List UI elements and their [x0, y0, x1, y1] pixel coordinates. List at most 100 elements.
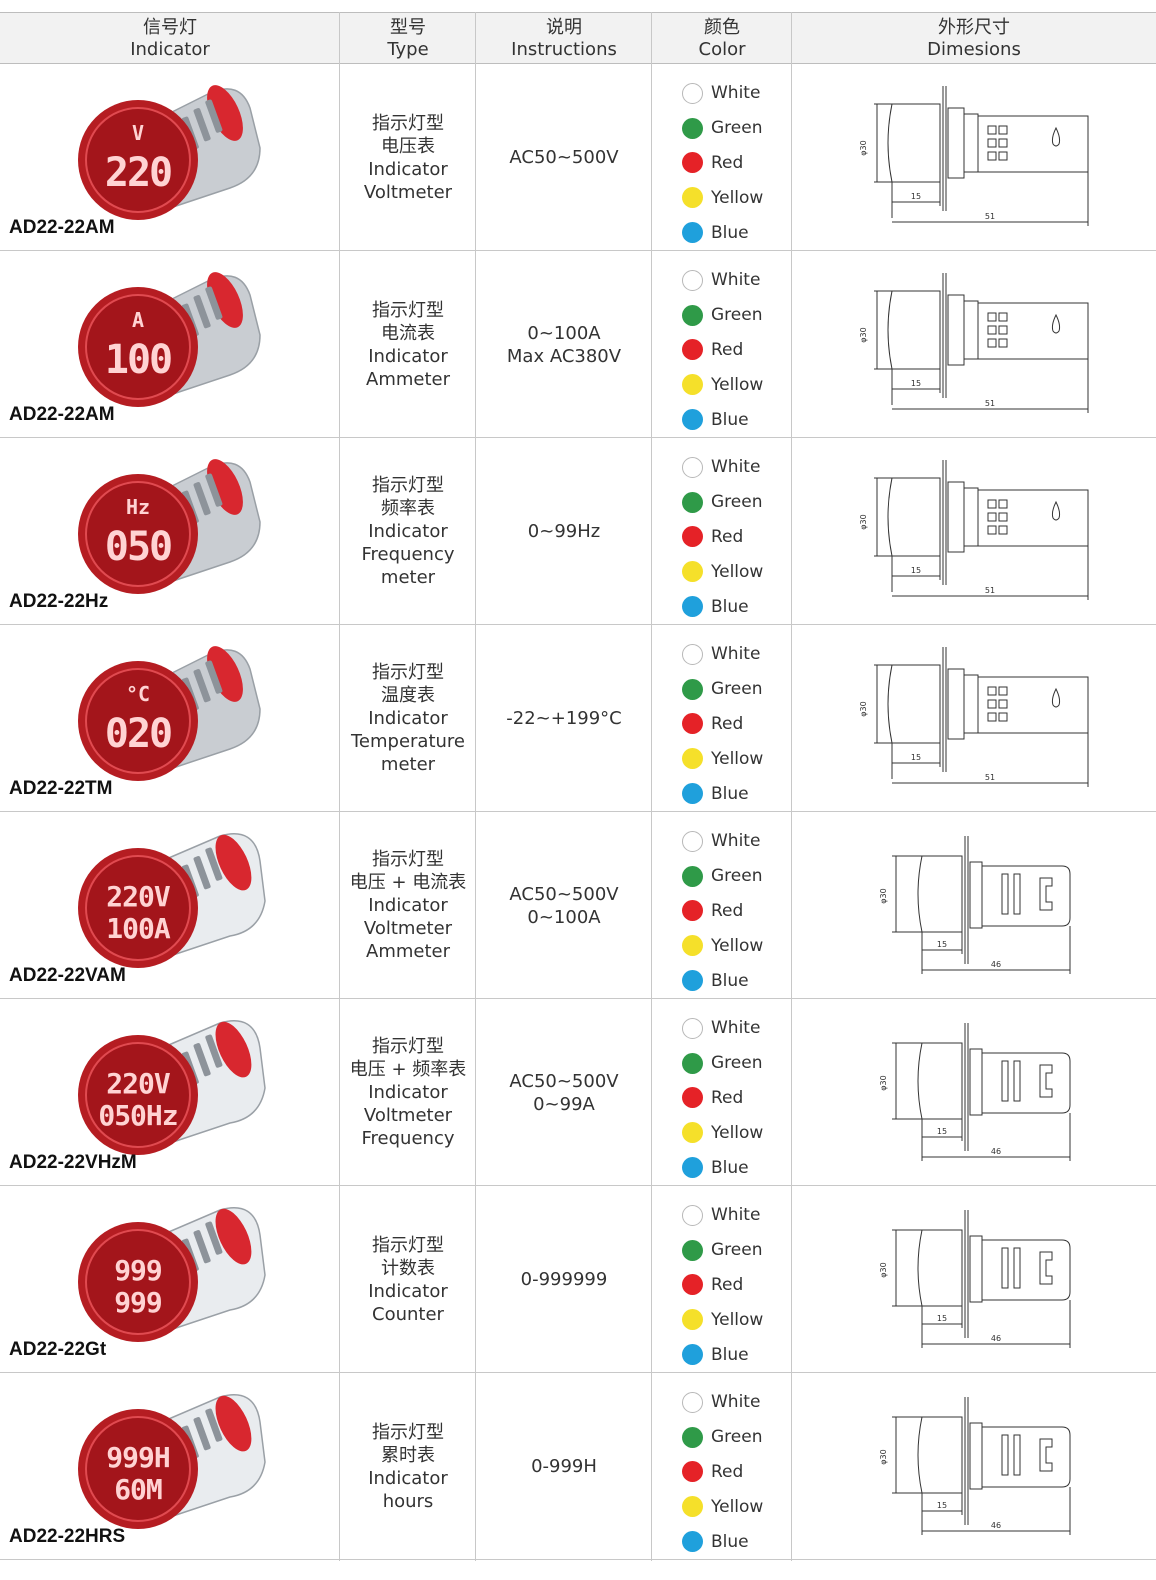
color-label: Blue: [711, 409, 749, 430]
type-line: Voltmeter: [363, 181, 453, 203]
dim-front-length: 15: [911, 379, 921, 388]
type-line: Ammeter: [366, 941, 450, 962]
display-unit: V: [132, 121, 144, 145]
terminal-ring: [207, 272, 243, 328]
color-swatch-icon: [682, 783, 703, 805]
color-option: Yellow: [682, 1115, 763, 1150]
color-swatch-icon: [682, 1426, 703, 1448]
body: [981, 1052, 1071, 1114]
color-label: Blue: [711, 1344, 749, 1365]
header-indicator: 信号灯 Indicator: [0, 13, 340, 65]
model-number: AD22-22VAM: [9, 965, 126, 986]
type-line: Frequency: [361, 1128, 455, 1149]
table-row: °C 020 AD22-22TM 指示灯型 温度表 Indicator Temperatur…: [0, 625, 1156, 812]
color-swatch-icon: [682, 935, 703, 957]
type-line: 指示灯型: [372, 1421, 444, 1443]
dimensions-cell: φ30 15 51: [792, 251, 1156, 438]
color-option: Red: [682, 146, 763, 181]
color-option: Yellow: [682, 1489, 763, 1524]
color-list: White Green Red Yellow Blue: [682, 1198, 763, 1372]
dim-front-length: 15: [937, 1314, 947, 1323]
header-instructions-cn: 说明: [546, 17, 582, 38]
type-line: 指示灯型: [372, 1036, 444, 1057]
color-option: Yellow: [682, 928, 763, 963]
terminal-hole: [987, 499, 997, 509]
lens: [86, 108, 190, 212]
column-divider: [339, 12, 340, 1561]
color-swatch-icon: [682, 1157, 703, 1179]
dim-front-length: 15: [911, 753, 921, 762]
dim-total-length: 51: [985, 773, 995, 782]
color-swatch-icon: [682, 1391, 703, 1413]
table-header: 信号灯 Indicator 型号 Type 说明 Instructions 颜色…: [0, 12, 1156, 64]
instructions-line: 0-999999: [520, 1269, 608, 1290]
header-color: 颜色 Color: [652, 13, 792, 65]
instructions-line: -22~+199°C: [506, 708, 622, 729]
instructions-cell: AC50~500V: [476, 64, 652, 251]
nut: [947, 107, 965, 179]
dim-diameter: φ30: [859, 140, 868, 155]
display-reading-bottom: 100A: [106, 912, 171, 945]
dim-diameter: φ30: [879, 1075, 888, 1090]
vent-slot: [193, 295, 211, 329]
dim-front-length: 15: [937, 1501, 947, 1510]
header-instructions-en: Instructions: [511, 39, 617, 60]
type-line: Indicator: [368, 708, 448, 729]
terminal-ring: [207, 646, 243, 702]
color-label: Green: [711, 118, 763, 139]
color-option: Red: [682, 520, 763, 555]
type-line: 累时表: [381, 1444, 435, 1466]
dim-diameter: φ30: [879, 888, 888, 903]
dim-front-length: 15: [937, 940, 947, 949]
instructions-line: 0~100A: [527, 906, 601, 928]
color-option: Yellow: [682, 1302, 763, 1337]
color-label: White: [711, 1205, 761, 1226]
terminal-hole: [998, 138, 1008, 148]
dimensions-cell: φ30 15 51: [792, 625, 1156, 812]
type-line: 电流表: [381, 322, 435, 344]
terminal-screw: [1051, 313, 1061, 334]
dimensions-cell: φ30 15 46: [792, 1186, 1156, 1373]
color-label: Red: [711, 900, 744, 921]
terminal-hole: [998, 699, 1008, 709]
type-line: Indicator: [368, 1467, 448, 1489]
color-swatch-icon: [682, 1309, 703, 1331]
type-line: Voltmeter: [363, 1105, 453, 1126]
color-swatch-icon: [682, 678, 703, 700]
color-label: Green: [711, 305, 763, 326]
terminal-hole: [998, 125, 1008, 135]
display-reading-top: 999H: [106, 1441, 169, 1474]
terminal: [1001, 1060, 1009, 1102]
terminal-ring: [207, 85, 243, 141]
dim-total-length: 51: [985, 586, 995, 595]
color-option: Green: [682, 111, 763, 146]
terminal-screw: [1051, 126, 1061, 147]
color-option: Blue: [682, 1524, 763, 1559]
type-line: Counter: [372, 1303, 444, 1325]
color-swatch-icon: [682, 830, 703, 852]
color-swatch-icon: [682, 1017, 703, 1039]
terminal-hole: [987, 338, 997, 348]
dimension-drawing: φ30 15 46: [879, 836, 1071, 974]
header-indicator-cn: 信号灯: [143, 17, 197, 38]
dim-diameter: φ30: [859, 327, 868, 342]
color-swatch-icon: [682, 900, 703, 922]
nut: [969, 1048, 983, 1116]
color-label: Yellow: [711, 1122, 764, 1143]
color-option: Red: [682, 894, 763, 929]
terminal-ring: [215, 1021, 252, 1078]
header-indicator-en: Indicator: [130, 39, 210, 60]
color-swatch-icon: [682, 456, 703, 478]
color-cell: White Green Red Yellow Blue: [652, 625, 792, 812]
type-cell: 指示灯型 频率表 Indicator Frequency meter: [340, 438, 476, 625]
product-photo: V 220: [78, 85, 261, 220]
terminal-clip: [1039, 1064, 1053, 1098]
display-reading: 050: [105, 524, 171, 570]
color-label: Yellow: [711, 561, 764, 582]
display-reading-top: 999: [114, 1254, 162, 1287]
type-cell: 指示灯型 电压表 Indicator Voltmeter: [340, 64, 476, 251]
column-divider: [475, 12, 476, 1561]
color-cell: White Green Red Yellow Blue: [652, 1373, 792, 1560]
header-type-cn: 型号: [390, 17, 426, 38]
